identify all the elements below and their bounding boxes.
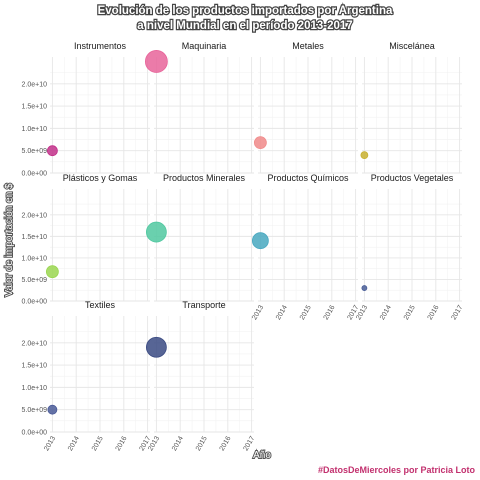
x-axis-label: Año	[253, 450, 271, 461]
facet-panel: Miscelánea	[360, 41, 462, 174]
chart-title-line2: a nivel Mundial en el período 2013-2017	[137, 20, 352, 32]
facet-strip-label: Instrumentos	[74, 41, 127, 51]
y-tick-label: 2.0e+10	[22, 340, 48, 347]
data-point	[360, 151, 369, 160]
y-tick-label: 1.5e+10	[22, 104, 48, 111]
chart-title-line1: Evolución de los productos importados po…	[98, 5, 393, 17]
y-tick-label: 2.0e+10	[22, 212, 48, 219]
data-point	[145, 221, 167, 243]
y-tick-label: 1.0e+10	[22, 126, 48, 133]
facet-strip-label: Transporte	[182, 300, 225, 310]
facet-strip-label: Productos Vegetales	[371, 173, 454, 183]
x-tick-label: 2015	[91, 435, 105, 452]
data-point	[46, 145, 58, 157]
facet-strip-label: Plásticos y Gomas	[63, 173, 138, 183]
y-tick-label: 1.0e+10	[22, 255, 48, 262]
x-tick-label: 2015	[299, 304, 313, 321]
x-tick-label: 2017	[451, 304, 465, 321]
x-tick-label: 2013	[251, 304, 265, 321]
facet-panel: Textiles 0.0e+00 5.0e+09 1.0e+10 1.5e+10 2.0e…	[22, 300, 153, 452]
x-tick-label: 2014	[379, 304, 393, 321]
x-tick-label: 2016	[115, 435, 129, 452]
facet-strip-label: Miscelánea	[389, 41, 435, 51]
y-tick-label: 1.0e+10	[22, 385, 48, 392]
x-tick-label: 2016	[219, 435, 233, 452]
data-point	[144, 50, 168, 73]
caption: #DatosDeMiercoles por Patricia Loto	[318, 465, 476, 475]
data-point	[145, 336, 167, 358]
facet-panel: Plásticos y Gomas 0.0e+00 5.0e+09 1.0e+10 1.…	[22, 173, 150, 306]
data-point	[361, 285, 368, 291]
x-tick-label: 2015	[195, 435, 209, 452]
x-tick-label: 2015	[403, 304, 417, 321]
data-point	[45, 265, 59, 279]
y-tick-label: 5.0e+09	[22, 148, 48, 155]
x-tick-label: 2014	[275, 304, 289, 321]
x-tick-label: 2014	[67, 435, 81, 452]
facet-panel: Productos Minerales	[145, 173, 254, 302]
x-tick-label: 2014	[171, 435, 185, 452]
y-tick-label: 0.0e+00	[22, 171, 48, 178]
y-tick-label: 1.5e+10	[22, 234, 48, 241]
x-tick-label: 2013	[43, 435, 57, 452]
data-point	[253, 136, 267, 150]
x-tick-label: 2016	[427, 304, 441, 321]
facet-strip-label: Textiles	[85, 300, 116, 310]
facet-panel: Metales	[253, 41, 358, 174]
x-tick-label: 2016	[323, 304, 337, 321]
facet-panel: Instrumentos 0.0e+00 5.0e+09 1.0e+10 1.5e+10…	[22, 41, 150, 178]
facet-strip-label: Maquinaria	[182, 41, 227, 51]
facet-panel: Maquinaria	[144, 41, 254, 174]
y-tick-label: 5.0e+09	[22, 277, 48, 284]
facet-strip-label: Metales	[292, 41, 324, 51]
facet-strip-label: Productos Minerales	[163, 173, 246, 183]
y-tick-label: 5.0e+09	[22, 407, 48, 414]
facet-panels: Instrumentos 0.0e+00 5.0e+09 1.0e+10 1.5e+10…	[22, 41, 465, 452]
y-axis-label: Valor de importación en $	[4, 183, 15, 297]
facet-strip-label: Productos Químicos	[267, 173, 349, 183]
y-tick-label: 2.0e+10	[22, 81, 48, 88]
y-tick-label: 0.0e+00	[22, 430, 48, 437]
data-point	[47, 404, 58, 415]
data-point	[251, 232, 269, 250]
y-tick-label: 1.5e+10	[22, 363, 48, 370]
y-tick-label: 0.0e+00	[22, 299, 48, 306]
